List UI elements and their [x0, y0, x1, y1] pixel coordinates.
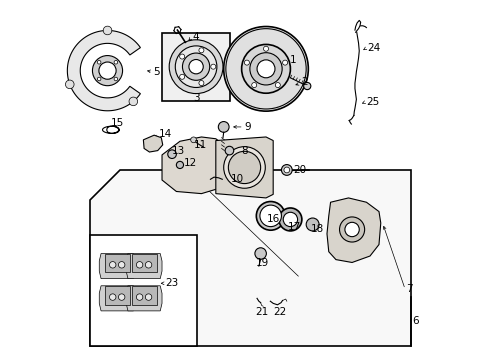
Polygon shape — [99, 286, 135, 311]
Text: 13: 13 — [172, 146, 185, 156]
Circle shape — [188, 59, 203, 74]
Circle shape — [254, 248, 266, 259]
Polygon shape — [99, 253, 135, 279]
Circle shape — [225, 29, 305, 109]
Text: 11: 11 — [194, 140, 207, 150]
Circle shape — [175, 46, 217, 87]
Polygon shape — [131, 286, 156, 305]
Bar — [89, 234, 197, 346]
Polygon shape — [126, 253, 162, 279]
Circle shape — [190, 137, 196, 143]
Polygon shape — [104, 254, 129, 273]
Circle shape — [114, 60, 118, 64]
Text: 23: 23 — [165, 278, 179, 288]
Circle shape — [210, 64, 215, 69]
Circle shape — [228, 151, 260, 184]
Text: 12: 12 — [183, 158, 196, 168]
Text: 7: 7 — [405, 284, 412, 294]
Circle shape — [145, 262, 151, 268]
Text: 21: 21 — [255, 307, 268, 317]
Text: 24: 24 — [366, 43, 380, 53]
Circle shape — [223, 27, 308, 111]
Circle shape — [199, 48, 203, 53]
Text: 2: 2 — [301, 77, 307, 87]
Circle shape — [182, 53, 209, 80]
Text: 9: 9 — [244, 122, 251, 132]
Polygon shape — [104, 286, 129, 305]
Text: 18: 18 — [310, 225, 324, 234]
Circle shape — [99, 62, 116, 79]
Circle shape — [176, 161, 183, 168]
Text: 15: 15 — [111, 118, 124, 128]
Text: 19: 19 — [255, 258, 269, 268]
Bar — [162, 33, 230, 101]
Polygon shape — [162, 137, 223, 194]
Circle shape — [129, 97, 137, 106]
Circle shape — [282, 60, 287, 65]
Polygon shape — [215, 137, 273, 198]
Circle shape — [344, 222, 359, 237]
Circle shape — [109, 294, 116, 300]
Circle shape — [303, 82, 310, 90]
Circle shape — [136, 262, 142, 268]
Text: 5: 5 — [153, 67, 160, 77]
Polygon shape — [143, 135, 163, 152]
Circle shape — [92, 55, 122, 86]
Text: 16: 16 — [266, 215, 280, 224]
Circle shape — [167, 150, 176, 158]
Circle shape — [281, 165, 292, 175]
Circle shape — [65, 80, 74, 89]
Circle shape — [97, 60, 101, 64]
Circle shape — [284, 167, 289, 173]
Circle shape — [275, 82, 280, 87]
Circle shape — [118, 294, 124, 300]
Circle shape — [244, 60, 249, 65]
Circle shape — [103, 26, 112, 35]
Text: 14: 14 — [159, 129, 172, 139]
Polygon shape — [131, 254, 156, 273]
Text: 25: 25 — [366, 97, 379, 107]
Circle shape — [257, 60, 274, 78]
Circle shape — [305, 218, 319, 231]
Circle shape — [118, 262, 124, 268]
Circle shape — [97, 77, 101, 81]
Polygon shape — [126, 286, 162, 311]
Circle shape — [136, 294, 142, 300]
Text: 8: 8 — [241, 145, 247, 156]
Text: 22: 22 — [273, 307, 286, 317]
Circle shape — [145, 294, 151, 300]
Circle shape — [179, 74, 184, 79]
Text: 17: 17 — [287, 222, 301, 232]
Circle shape — [283, 212, 297, 226]
Circle shape — [263, 46, 268, 51]
Circle shape — [251, 82, 256, 87]
Text: 3: 3 — [192, 93, 199, 103]
Circle shape — [218, 122, 228, 132]
Circle shape — [260, 205, 281, 226]
Circle shape — [179, 54, 184, 59]
Polygon shape — [326, 198, 380, 262]
Text: 1: 1 — [289, 54, 295, 64]
Circle shape — [169, 40, 223, 94]
Text: 4: 4 — [192, 32, 199, 41]
Circle shape — [339, 217, 364, 242]
Text: 6: 6 — [411, 316, 418, 325]
Circle shape — [278, 208, 301, 231]
Circle shape — [223, 147, 265, 188]
Polygon shape — [67, 31, 140, 111]
Circle shape — [109, 262, 116, 268]
Text: 10: 10 — [230, 174, 244, 184]
Circle shape — [114, 77, 118, 81]
Text: 20: 20 — [293, 165, 306, 175]
Circle shape — [249, 53, 282, 85]
Circle shape — [199, 81, 203, 86]
Circle shape — [241, 44, 290, 93]
Circle shape — [224, 146, 233, 155]
Circle shape — [256, 202, 285, 230]
Polygon shape — [89, 170, 410, 346]
